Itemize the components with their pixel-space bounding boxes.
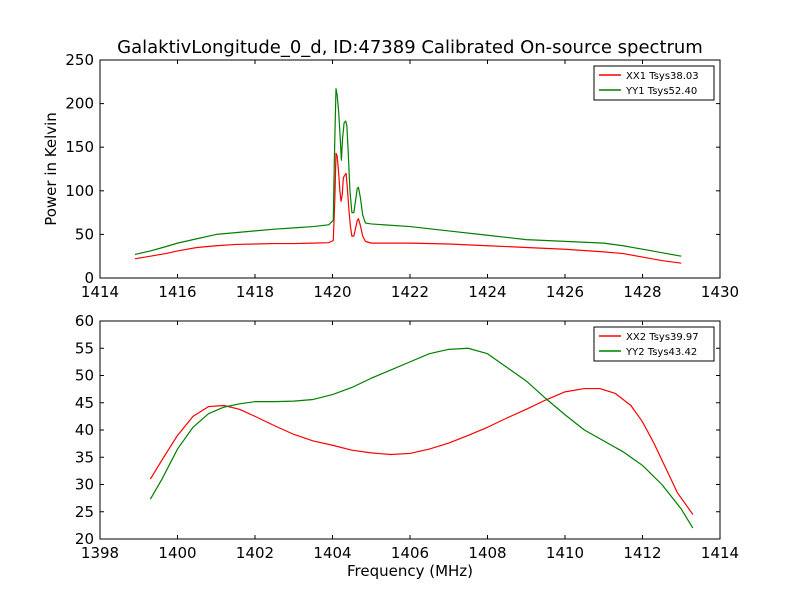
y-tick-label: 0	[84, 269, 94, 287]
x-tick-label: 1414	[81, 283, 119, 301]
x-tick-label: 1412	[623, 544, 661, 562]
x-tick-label: 1410	[546, 544, 584, 562]
y-tick-label: 60	[75, 312, 94, 330]
x-tick-label: 1404	[313, 544, 351, 562]
y-tick-label: 150	[65, 138, 94, 156]
figure-title: GalaktivLongitude_0_d, ID:47389 Calibrat…	[117, 37, 703, 58]
y-tick-label: 55	[75, 339, 94, 357]
x-tick-label: 1402	[236, 544, 274, 562]
y-tick-label: 30	[75, 476, 94, 494]
legend-label-1: XX2 Tsys39.97	[626, 332, 699, 343]
x-tick-label: 1418	[236, 283, 274, 301]
bottom-subplot: 1398 1400 1402 1404 1406 1408 1410 1412 1414 20 25…	[75, 312, 739, 580]
top-subplot: 1414 1416 1418 1420 1422 1424 1426 1428 1430 0 50 1…	[42, 51, 739, 301]
y-tick-label: 50	[75, 367, 94, 385]
x-tick-label: 1400	[158, 544, 196, 562]
x-tick-label: 1422	[391, 283, 429, 301]
legend-label-2: YY2 Tsys43.42	[625, 347, 697, 358]
x-tick-label: 1416	[158, 283, 196, 301]
y-tick-label: 250	[65, 51, 94, 69]
legend-box	[593, 65, 715, 101]
legend-label-2: YY1 Tsys52.40	[625, 86, 697, 97]
legend-label-1: XX1 Tsys38.03	[626, 71, 699, 82]
y-tick-label: 100	[65, 182, 94, 200]
y-axis-label: Power in Kelvin	[42, 112, 60, 226]
y-tick-label: 35	[75, 448, 94, 466]
series-line-2	[149, 347, 694, 529]
x-tick-label: 1408	[468, 544, 506, 562]
y-tick-label: 200	[65, 95, 94, 113]
legend: XX1 Tsys38.03 YY1 Tsys52.40	[593, 65, 715, 101]
legend-box	[593, 326, 715, 362]
x-tick-label: 1426	[546, 283, 584, 301]
x-tick-label: 1414	[701, 544, 739, 562]
x-tick-label: 1424	[468, 283, 506, 301]
y-tick-label: 20	[75, 530, 94, 548]
y-tick-label: 40	[75, 421, 94, 439]
x-tick-label: 1428	[623, 283, 661, 301]
x-tick-label: 1420	[313, 283, 351, 301]
x-tick-label: 1406	[391, 544, 429, 562]
series-line-2	[134, 88, 682, 257]
x-tick-label: 1398	[81, 544, 119, 562]
x-tick-label: 1430	[701, 283, 739, 301]
legend: XX2 Tsys39.97 YY2 Tsys43.42	[593, 326, 715, 362]
y-tick-label: 25	[75, 503, 94, 521]
y-tick-label: 45	[75, 394, 94, 412]
series-line-1	[134, 152, 682, 264]
series-line-1	[149, 387, 694, 515]
x-axis-label: Frequency (MHz)	[347, 562, 473, 580]
y-tick-label: 50	[75, 225, 94, 243]
